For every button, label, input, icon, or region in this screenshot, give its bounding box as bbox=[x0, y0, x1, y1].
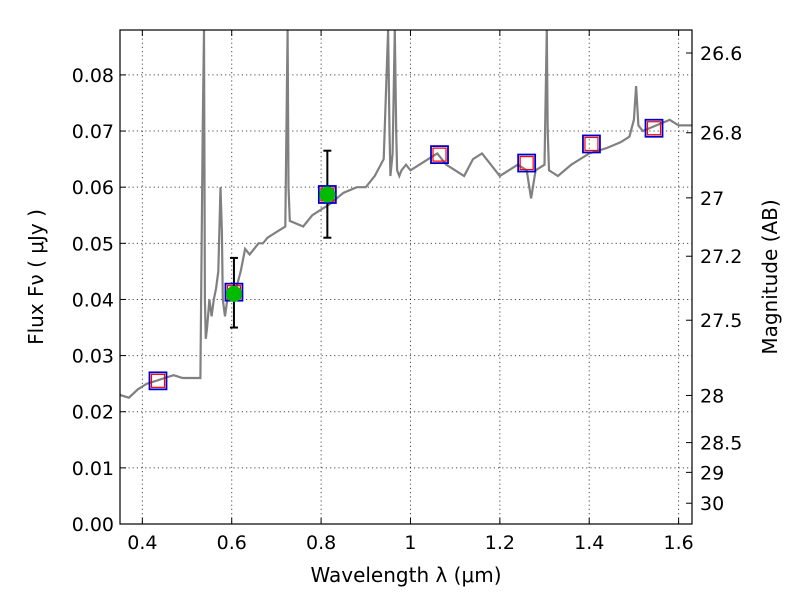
tick-marks bbox=[120, 30, 692, 525]
x-tick-label: 0.4 bbox=[127, 532, 157, 554]
right-tick-label: 28.5 bbox=[700, 433, 742, 455]
y-tick-label: 0.01 bbox=[72, 458, 114, 480]
x-tick-label: 0.6 bbox=[217, 532, 247, 554]
x-tick-label: 1 bbox=[404, 532, 416, 554]
model-flux-marker bbox=[150, 373, 166, 388]
band-square-marker bbox=[317, 185, 337, 204]
model-flux-marker bbox=[519, 155, 534, 171]
right-tick-label: 29 bbox=[700, 462, 724, 484]
photometry-markers bbox=[148, 118, 664, 391]
right-tick-label: 30 bbox=[700, 493, 724, 515]
x-axis-label: Wavelength λ (μm) bbox=[310, 563, 501, 587]
right-tick-label: 28 bbox=[700, 385, 724, 407]
y-tick-label: 0.02 bbox=[72, 402, 114, 424]
right-tick-label: 26.6 bbox=[700, 43, 742, 65]
x-tick-label: 1.6 bbox=[663, 532, 693, 554]
x-tick-label: 1.2 bbox=[485, 532, 515, 554]
y-tick-label: 0.08 bbox=[72, 65, 114, 87]
observed-flux-point bbox=[225, 285, 242, 302]
y-tick-label: 0.00 bbox=[72, 514, 114, 536]
y-tick-label: 0.07 bbox=[72, 121, 114, 143]
plot-frame bbox=[119, 29, 693, 525]
band-square-marker bbox=[517, 153, 537, 173]
right-tick-label: 27.2 bbox=[700, 246, 742, 268]
band-square-marker bbox=[582, 134, 601, 154]
sed-layer bbox=[119, 29, 692, 399]
model-flux-marker bbox=[432, 147, 447, 162]
y-tick-label: 0.03 bbox=[72, 346, 114, 368]
y-tick-label: 0.06 bbox=[72, 177, 114, 199]
x-tick-label: 1.4 bbox=[574, 532, 604, 554]
band-square-marker bbox=[148, 371, 168, 391]
right-tick-label: 26.8 bbox=[700, 123, 742, 145]
model-flux-marker bbox=[646, 121, 662, 136]
x-tick-label: 0.8 bbox=[306, 532, 336, 554]
tick-labels: 0.4 0.6 0.8 1 1.2 1.4 1.6 0.00 0.01 0.02 0.03 0.04 0… bbox=[72, 43, 743, 554]
sed-model-line bbox=[119, 29, 692, 399]
y-tick-label: 0.04 bbox=[72, 289, 114, 311]
band-square-marker bbox=[430, 145, 449, 165]
y-axis-label: Flux Fν ( μJy ) bbox=[24, 209, 48, 345]
model-flux-marker bbox=[584, 136, 599, 152]
right-tick-label: 27.5 bbox=[700, 310, 742, 332]
y-tick-label: 0.05 bbox=[72, 233, 114, 255]
observed-flux-point bbox=[319, 186, 336, 203]
right-tick-label: 27 bbox=[700, 188, 724, 210]
right-axis-label: Magnitude (AB) bbox=[758, 199, 782, 354]
band-square-marker bbox=[644, 118, 664, 138]
